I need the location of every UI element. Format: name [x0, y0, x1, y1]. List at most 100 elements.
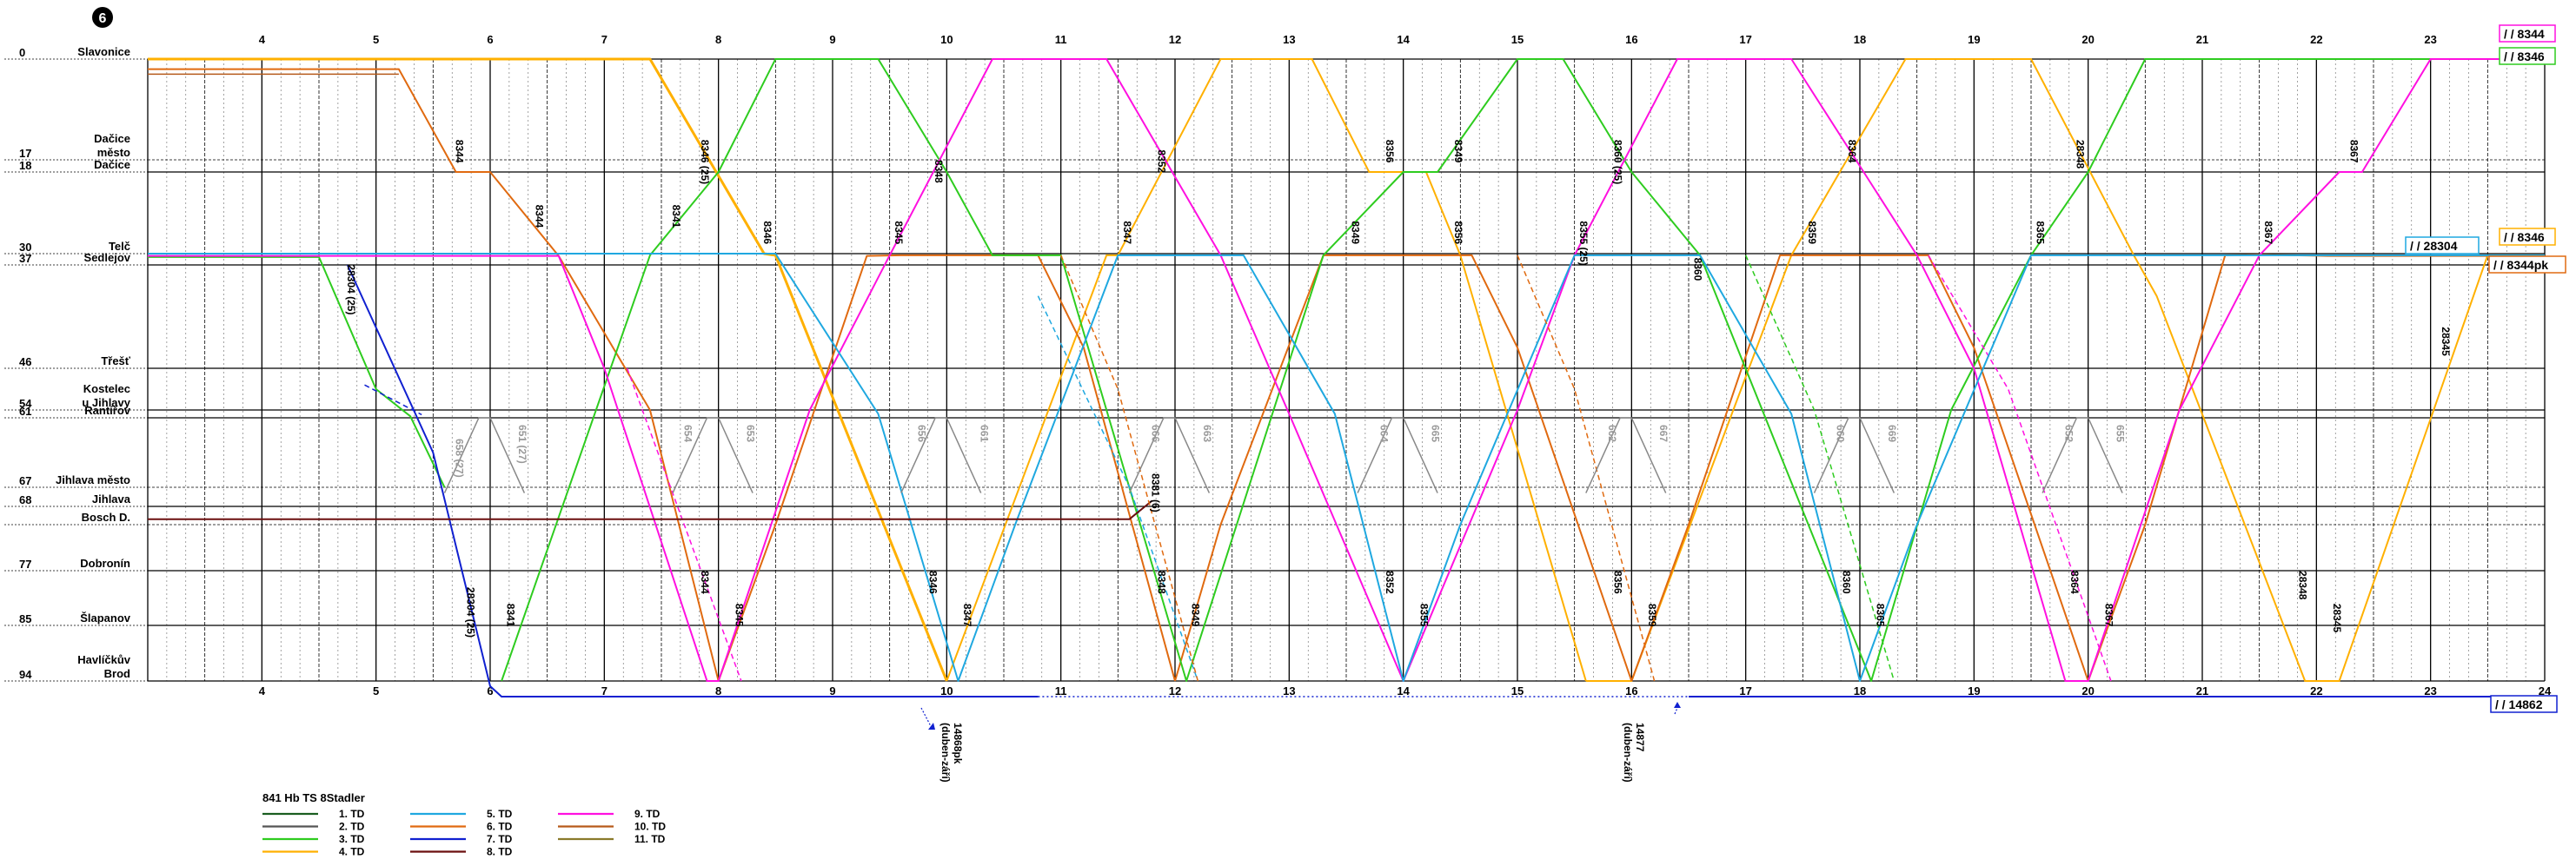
station-km: 17	[19, 147, 31, 160]
train-number-label: 669	[1886, 425, 1898, 442]
train-number-label: 8364	[2068, 571, 2081, 594]
station-km: 85	[19, 612, 31, 625]
station-name: Slavonice	[77, 45, 130, 58]
train-number-label: 660	[1835, 425, 1847, 442]
train-number-label: 8367	[2348, 140, 2360, 163]
hour-label-bottom: 14	[1397, 684, 1410, 697]
train-path	[364, 384, 422, 416]
train-number-label: 667	[1657, 425, 1670, 442]
legend-label: 11. TD	[634, 833, 666, 845]
station-name: Telč	[109, 240, 130, 253]
legend-label: 9. TD	[634, 808, 661, 820]
train-number-label: 8367	[2102, 604, 2115, 627]
legend-label: 2. TD	[339, 821, 365, 833]
station-name: Sedlejov	[84, 251, 131, 264]
station-km: 30	[19, 241, 31, 254]
train-number-label: 8355 (25)	[1577, 221, 1590, 265]
hour-label-bottom: 13	[1283, 684, 1295, 697]
train-path	[443, 417, 526, 493]
train-number-label: 28345	[2331, 604, 2343, 633]
hour-label-top: 21	[2196, 33, 2208, 46]
hour-label-top: 10	[940, 33, 953, 46]
train-number-label: 8345	[893, 221, 905, 244]
continuation-tag-text: / / 8344pk	[2493, 258, 2548, 272]
station-km: 68	[19, 493, 31, 506]
train-number-label: 8345	[733, 604, 745, 627]
continuation-tags: / / 8344 / / 8346 / / 28304 / / 8346 / / 834…	[2405, 24, 2566, 713]
train-number-label: 8341	[670, 205, 682, 228]
hour-label-top: 9	[829, 33, 835, 46]
station-km: 54	[19, 397, 32, 410]
train-number-label: 8349	[1190, 604, 1202, 627]
train-number-label: 8349	[1350, 221, 1362, 244]
continuation-tag-box	[2499, 47, 2556, 65]
hour-label-top: 16	[1625, 33, 1637, 46]
train-path	[1037, 295, 1199, 682]
station-name: Jihlava	[92, 492, 131, 506]
footnote-arrow	[1674, 707, 1678, 715]
footnote-arrowhead	[928, 723, 935, 730]
station-km: 37	[19, 252, 31, 265]
train-path	[672, 417, 754, 493]
station-km: 77	[19, 558, 31, 571]
hour-label-bottom: 16	[1625, 684, 1637, 697]
station-name: Dačice	[94, 132, 130, 145]
train-number-label: 8344	[534, 205, 546, 228]
train-path	[148, 253, 2545, 682]
train-number-label: 8359	[1646, 604, 1658, 627]
legend-label: 1. TD	[339, 808, 365, 820]
footnote-line1: 14877	[1634, 723, 1646, 752]
station-km: 94	[19, 668, 32, 681]
train-number-label: 8346 (25)	[699, 140, 711, 184]
footnotes: 14868pk(duben-září) 14877(duben-září)	[920, 702, 1681, 783]
train-number-label: 8346	[927, 571, 939, 594]
hour-label-bottom-last: 24	[2539, 684, 2552, 697]
station-name: u Jihlavy	[82, 396, 130, 409]
train-number-label: 8356	[1384, 140, 1396, 163]
hour-label-top: 13	[1283, 33, 1295, 46]
train-number-label: 28304 (25)	[345, 264, 357, 314]
train-path	[1174, 254, 1633, 682]
train-number-label: 8360	[1692, 258, 1704, 281]
hour-label-top: 6	[487, 33, 493, 46]
train-path	[2042, 417, 2123, 493]
page-number-badge: 6	[92, 7, 113, 28]
station-km: 67	[19, 474, 31, 487]
train-path	[1928, 255, 2112, 682]
station-name: Třešť	[101, 354, 130, 367]
station-name: Kostelec	[83, 382, 130, 395]
train-number-label: 28348	[2297, 571, 2309, 600]
train-number-label: 8360	[1840, 571, 1852, 594]
train-number-label: 8356	[1452, 221, 1464, 244]
train-path	[900, 417, 982, 493]
hour-label-top: 8	[715, 33, 721, 46]
train-number-label: 8367	[2262, 221, 2274, 244]
station-name: Havlíčkův	[77, 653, 130, 666]
train-path	[1517, 255, 1656, 682]
hour-label-top: 17	[1739, 33, 1751, 46]
continuation-tag-box	[2499, 228, 2556, 246]
train-number-label: 653	[745, 425, 757, 442]
train-number-label: 8365	[2035, 221, 2047, 244]
continuation-tag-text: / / 14862	[2495, 697, 2543, 711]
hour-label-top: 7	[601, 33, 607, 46]
train-path	[1630, 254, 2089, 682]
train-number-label: 654	[681, 425, 694, 442]
continuation-tag-box	[2490, 695, 2558, 713]
hour-label-bottom: 5	[373, 684, 379, 697]
hour-label-top: 15	[1511, 33, 1524, 46]
train-number-labels: 8344 8346 (25) 8348 8352 8356 8349 8360 (25) 83…	[345, 140, 2452, 638]
footnote-line2: (duben-září)	[1622, 723, 1634, 783]
station-name: město	[97, 146, 130, 159]
hour-label-top: 12	[1169, 33, 1181, 46]
train-number-label: 8348	[1155, 571, 1167, 594]
hour-label-top: 11	[1055, 33, 1067, 46]
station-km: 0	[19, 46, 25, 59]
train-paths	[148, 57, 2545, 697]
train-number-label: 8356	[1612, 571, 1624, 594]
train-path	[1357, 417, 1438, 493]
footnote-line2: (duben-září)	[939, 723, 952, 783]
train-number-label: 8381 (6)	[1150, 473, 1162, 512]
